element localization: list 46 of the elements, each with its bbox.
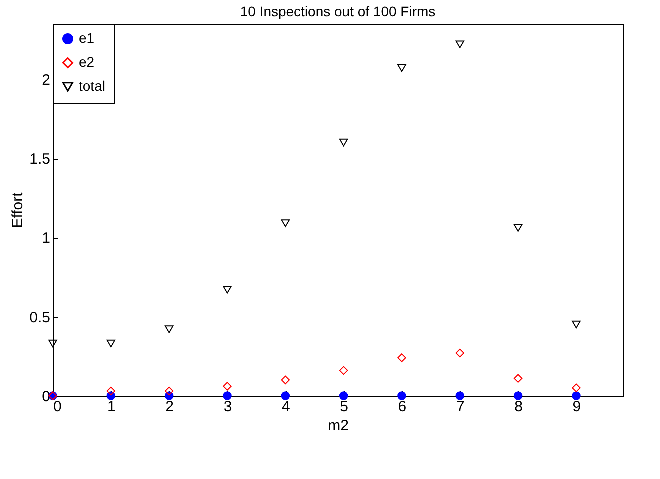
x-tick-label: 9 xyxy=(572,398,582,416)
y-tick-label: 0.5 xyxy=(30,309,50,326)
point xyxy=(281,376,290,385)
x-tick-label: 5 xyxy=(340,398,348,416)
x-tick-label: 3 xyxy=(224,398,232,416)
point xyxy=(48,340,58,348)
y-tick-label: 2 xyxy=(42,72,50,89)
x-tick-label: 7 xyxy=(456,398,465,416)
point xyxy=(223,286,232,294)
point xyxy=(514,224,523,232)
legend-label: e2 xyxy=(79,54,95,70)
point xyxy=(164,326,174,334)
x-tick-label: 6 xyxy=(398,398,407,416)
point xyxy=(281,220,290,228)
x-tick-label: 1 xyxy=(107,398,116,416)
point xyxy=(572,384,581,392)
point xyxy=(339,138,348,147)
y-axis-title: Effort xyxy=(10,192,27,228)
x-tick-label: 2 xyxy=(166,398,174,416)
point xyxy=(514,374,523,383)
point xyxy=(339,366,348,376)
point xyxy=(164,386,174,396)
point xyxy=(456,392,465,400)
legend-label: total xyxy=(79,78,106,94)
y-tick-label: 1 xyxy=(42,230,50,248)
legend-label: e1 xyxy=(79,30,95,46)
point xyxy=(339,392,348,400)
x-tick-label: 0 xyxy=(54,398,62,416)
point xyxy=(106,386,116,396)
point xyxy=(106,340,116,348)
point xyxy=(398,64,406,72)
point xyxy=(514,392,523,400)
point xyxy=(456,348,465,358)
y-tick-label: 1.5 xyxy=(30,151,50,168)
chart-title: 10 Inspections out of 100 Firms xyxy=(240,4,436,20)
point xyxy=(223,382,232,391)
point xyxy=(456,40,465,48)
x-tick-label: 8 xyxy=(514,398,523,416)
point xyxy=(223,392,232,400)
point xyxy=(398,392,406,400)
x-tick-label: 4 xyxy=(282,398,290,416)
x-axis-title: m2 xyxy=(328,418,349,434)
point xyxy=(281,392,290,400)
point xyxy=(398,354,406,362)
point xyxy=(572,320,581,329)
point xyxy=(572,392,581,400)
